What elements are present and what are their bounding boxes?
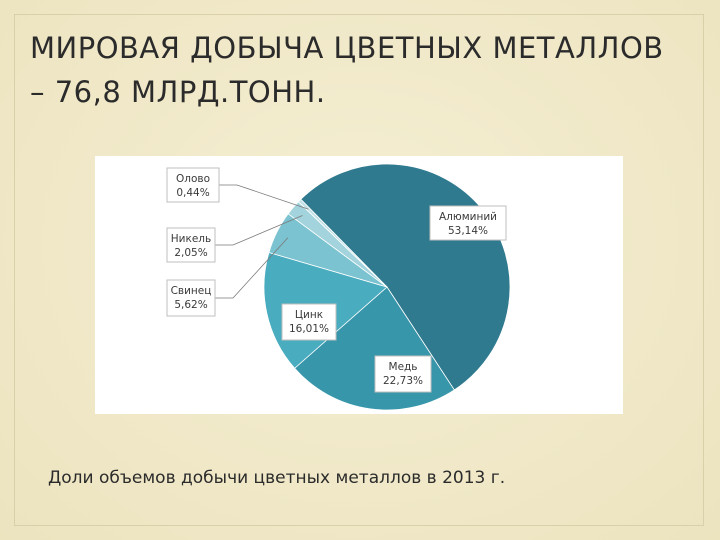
slice-label-4: Свинец 5,62%: [166, 279, 216, 317]
slice-label-name: Свинец: [171, 285, 212, 297]
slice-label-name: Олово: [176, 173, 210, 185]
slice-label-box: [281, 303, 337, 341]
slice-label-2: Медь 22,73%: [374, 355, 432, 393]
slice-label-value: 5,62%: [174, 299, 207, 311]
slice-label-name: Цинк: [295, 309, 323, 321]
slice-label-name: Медь: [389, 361, 418, 373]
slice-label-value: 0,44%: [176, 187, 209, 199]
slice-label-box: [374, 355, 432, 393]
slice-label-box: [166, 227, 216, 263]
leader-line-6: [219, 184, 309, 210]
slice-label-value: 16,01%: [289, 323, 329, 335]
slice-label-name: Алюминий: [439, 211, 497, 223]
slice-label-name: Никель: [171, 233, 211, 245]
slice-label-box: [166, 279, 216, 317]
leader-line-5: [215, 215, 303, 246]
pie-slice-6: [297, 198, 388, 288]
pie-chart-svg: Алюминий 53,14% Медь 22,73% Цинк 16,01% Свинец…: [166, 163, 511, 411]
slice-label-1: Алюминий 53,14%: [429, 205, 507, 241]
slice-label-value: 22,73%: [383, 375, 423, 387]
title-line-1: МИРОВАЯ ДОБЫЧА ЦВЕТНЫХ МЕТАЛЛОВ: [30, 31, 664, 65]
slide-title: МИРОВАЯ ДОБЫЧА ЦВЕТНЫХ МЕТАЛЛОВ – 76,8 М…: [30, 26, 700, 114]
pie-chart: Алюминий 53,14% Медь 22,73% Цинк 16,01% Свинец…: [95, 156, 623, 414]
slice-label-value: 2,05%: [174, 247, 207, 259]
slice-label-box: [429, 205, 507, 241]
leader-line-4: [215, 237, 289, 299]
slice-label-6: Олово 0,44%: [166, 167, 220, 203]
title-line-2: – 76,8 МЛРД.ТОНН.: [30, 75, 326, 109]
slice-label-value: 53,14%: [448, 225, 488, 237]
slice-label-box: [166, 167, 220, 203]
slice-label-3: Цинк 16,01%: [281, 303, 337, 341]
slice-label-5: Никель 2,05%: [166, 227, 216, 263]
chart-caption: Доли объемов добычи цветных металлов в 2…: [48, 468, 506, 488]
slide-frame: [14, 14, 704, 526]
